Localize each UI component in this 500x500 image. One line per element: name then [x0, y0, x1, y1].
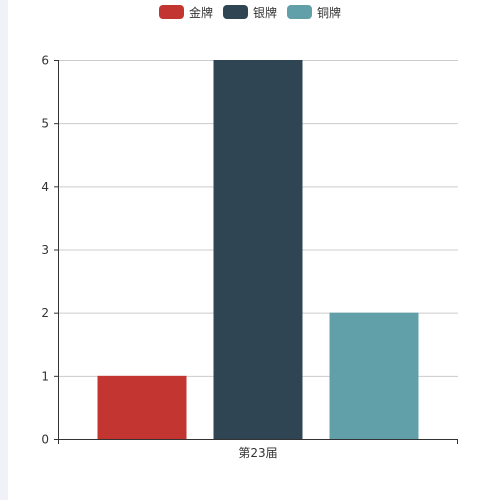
legend-swatch-bronze — [287, 5, 312, 19]
x-tick-label: 第23届 — [238, 446, 277, 460]
y-tick-label: 6 — [41, 54, 49, 68]
bar-银牌 — [213, 60, 303, 439]
y-tick-label: 0 — [41, 433, 49, 447]
y-tick-label: 4 — [41, 180, 49, 194]
legend-swatch-silver — [222, 5, 248, 19]
legend-swatch-gold — [158, 5, 184, 19]
y-tick-label: 3 — [41, 243, 49, 257]
legend-item-silver[interactable]: 银牌 — [222, 4, 277, 21]
y-tick-label: 5 — [41, 117, 49, 131]
legend-label-gold: 金牌 — [188, 5, 213, 20]
bar-铜牌 — [329, 312, 419, 439]
legend-label-silver: 银牌 — [252, 5, 277, 20]
chart-legend: 金牌 银牌 铜牌 — [0, 3, 500, 21]
legend-item-bronze[interactable]: 铜牌 — [287, 4, 341, 21]
legend-item-gold[interactable]: 金牌 — [158, 4, 213, 21]
y-tick-label: 1 — [41, 369, 49, 383]
y-tick-label: 2 — [41, 306, 49, 320]
legend-label-bronze: 铜牌 — [317, 5, 342, 20]
side-strip — [0, 0, 8, 500]
bar-金牌 — [97, 375, 187, 439]
